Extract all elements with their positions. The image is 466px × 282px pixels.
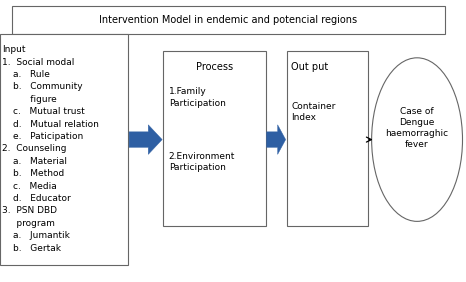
Text: Input: Input	[2, 45, 26, 54]
Text: 2.  Counseling: 2. Counseling	[2, 144, 67, 153]
FancyBboxPatch shape	[163, 51, 266, 226]
Text: a.   Material: a. Material	[13, 157, 67, 166]
Text: b.   Community: b. Community	[13, 82, 82, 91]
Polygon shape	[267, 125, 286, 155]
Text: d.   Mutual relation: d. Mutual relation	[13, 120, 98, 129]
Text: c.   Media: c. Media	[13, 182, 56, 191]
Text: program: program	[2, 219, 55, 228]
Text: 2.Environment
Participation: 2.Environment Participation	[169, 152, 235, 172]
Text: 1.  Social modal: 1. Social modal	[2, 58, 75, 67]
Text: Intervention Model in endemic and potencial regions: Intervention Model in endemic and potenc…	[99, 15, 357, 25]
Text: Process: Process	[196, 62, 233, 72]
Text: 3.  PSN DBD: 3. PSN DBD	[2, 206, 57, 215]
Text: Out put: Out put	[291, 62, 329, 72]
Text: Container
Index: Container Index	[291, 102, 336, 122]
FancyBboxPatch shape	[0, 34, 128, 265]
Text: e.   Paticipation: e. Paticipation	[13, 132, 83, 141]
Text: b.   Method: b. Method	[13, 169, 64, 178]
Text: 1.Family
Participation: 1.Family Participation	[169, 87, 226, 107]
Text: figure: figure	[13, 95, 56, 104]
FancyBboxPatch shape	[12, 6, 445, 34]
Text: a.   Jumantik: a. Jumantik	[13, 231, 69, 240]
Polygon shape	[129, 125, 162, 155]
Text: c.   Mutual trust: c. Mutual trust	[13, 107, 84, 116]
Text: Case of
Dengue
haemorraghic
fever: Case of Dengue haemorraghic fever	[385, 107, 449, 149]
Text: d.   Educator: d. Educator	[13, 194, 70, 203]
FancyBboxPatch shape	[287, 51, 368, 226]
Ellipse shape	[372, 58, 462, 221]
Text: a.   Rule: a. Rule	[13, 70, 49, 79]
Text: b.   Gertak: b. Gertak	[13, 244, 61, 253]
